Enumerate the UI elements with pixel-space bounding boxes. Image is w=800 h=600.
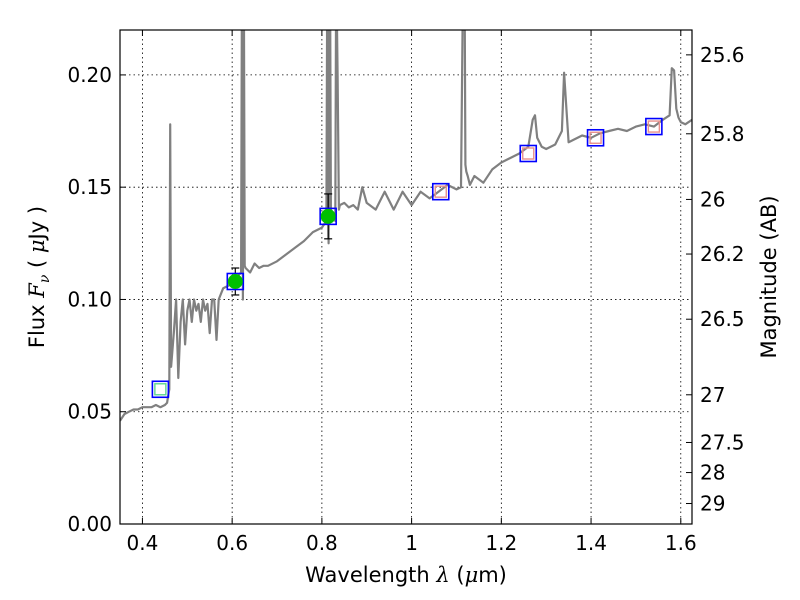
plot-area xyxy=(120,30,692,422)
photometry-marker xyxy=(320,208,336,224)
magnitude-tick-label: 27 xyxy=(700,383,725,407)
photometry-box xyxy=(519,144,538,163)
x-axis: 0.4 0.6 0.8 1 1.2 1.4 1.6 xyxy=(127,30,697,555)
y-tick-label: 0.20 xyxy=(67,63,112,87)
magnitude-tick-label: 29 xyxy=(700,492,725,516)
magnitude-axis: 25.6 25.8 26 26.2 26.5 27 27.5 28 29 xyxy=(686,43,745,516)
x-tick-label: 0.6 xyxy=(216,531,248,555)
photometry-point xyxy=(519,144,538,163)
y-axis-title: Flux Fν ( μJy ) xyxy=(25,206,53,348)
magnitude-tick-label: 28 xyxy=(700,461,725,485)
y-tick-label: 0.05 xyxy=(67,400,112,424)
photometry-marker xyxy=(227,273,243,289)
magnitude-tick-label: 26 xyxy=(700,187,725,211)
y-tick-label: 0.15 xyxy=(67,175,112,199)
x-tick-label: 1 xyxy=(405,531,418,555)
magnitude-tick-label: 25.6 xyxy=(700,43,745,67)
magnitude-tick-label: 25.8 xyxy=(700,122,745,146)
photometry-box xyxy=(431,182,450,201)
x-tick-label: 1.6 xyxy=(665,531,697,555)
y-axis: 0.00 0.05 0.10 0.15 0.20 xyxy=(67,63,126,536)
magnitude-tick-label: 26.5 xyxy=(700,307,745,331)
spectrum-line xyxy=(120,30,692,422)
photometry-point xyxy=(431,182,450,201)
x-tick-label: 0.8 xyxy=(306,531,338,555)
photometry-box xyxy=(151,380,170,399)
photometry-box xyxy=(645,117,663,136)
magnitude-tick-label: 26.2 xyxy=(700,242,745,266)
x-tick-label: 0.4 xyxy=(127,531,159,555)
y-tick-label: 0.00 xyxy=(67,512,112,536)
photometry-point xyxy=(319,193,337,240)
grid-lines xyxy=(120,30,692,524)
axes-frame xyxy=(119,29,693,525)
photometry-box xyxy=(319,207,337,226)
photometry-point xyxy=(645,117,663,136)
photometry-marker xyxy=(522,147,535,160)
x-tick-label: 1.4 xyxy=(575,531,607,555)
y-tick-label: 0.10 xyxy=(67,287,112,311)
photometry-marker xyxy=(154,383,167,396)
magnitude-tick-label: 27.5 xyxy=(700,430,745,454)
photometry-marker xyxy=(589,131,602,144)
photometry-point xyxy=(226,267,245,296)
magnitude-axis-title: Magnitude (AB) xyxy=(757,195,781,358)
photometry-box xyxy=(586,128,605,147)
photometry-box xyxy=(226,272,245,291)
x-tick-label: 1.2 xyxy=(485,531,517,555)
photometry-marker xyxy=(434,185,447,198)
photometry-point xyxy=(151,380,170,399)
photometry-marker xyxy=(647,120,661,133)
photometry-point xyxy=(586,128,605,147)
x-axis-title: Wavelength λ (μm) xyxy=(305,563,507,587)
